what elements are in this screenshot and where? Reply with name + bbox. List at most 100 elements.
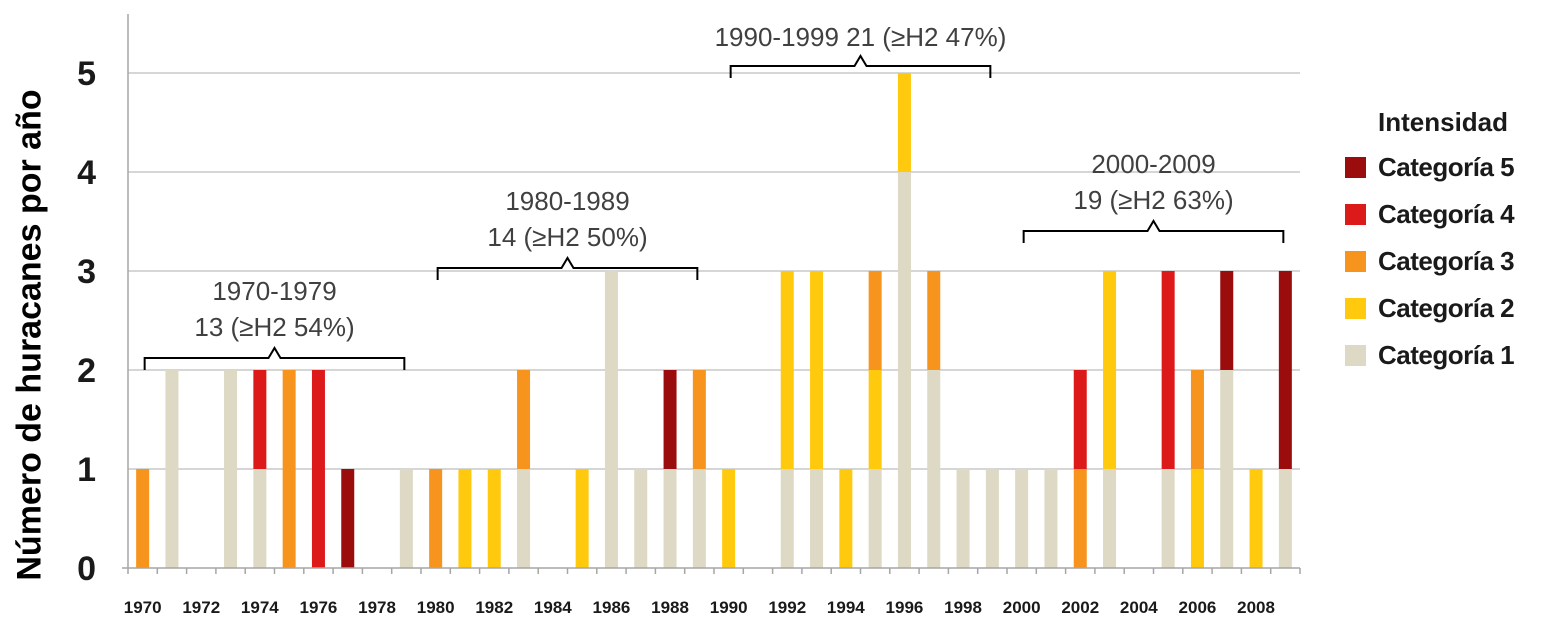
legend-swatch-cat5 xyxy=(1345,157,1366,178)
legend-swatch-cat3 xyxy=(1345,251,1366,272)
y-axis-label: Número de huracanes por año xyxy=(10,89,49,581)
x-tick-label-2002: 2002 xyxy=(1061,598,1099,617)
legend-title: Intensidad xyxy=(1378,107,1509,137)
x-tick-label-1996: 1996 xyxy=(886,598,924,617)
decade-annotation-value-1970: 13 (≥H2 54%) xyxy=(194,312,354,342)
x-tick-label-1980: 1980 xyxy=(417,598,455,617)
bar-1989-cat1 xyxy=(692,469,706,568)
x-tick-label-1982: 1982 xyxy=(475,598,513,617)
bar-2009-cat5 xyxy=(1278,271,1292,469)
decade-annotation-title-2000: 2000-2009 xyxy=(1091,149,1215,179)
x-tick-label-1972: 1972 xyxy=(182,598,220,617)
bar-1993-cat1 xyxy=(810,469,824,568)
bar-2007-cat5 xyxy=(1220,271,1234,370)
bar-1995-cat2 xyxy=(868,370,882,469)
legend-label-cat2: Categoría 2 xyxy=(1378,293,1515,323)
y-tick-label-1: 1 xyxy=(77,451,96,489)
x-tick-label-1974: 1974 xyxy=(241,598,279,617)
bar-1979-cat1 xyxy=(399,469,413,568)
y-tick-label-3: 3 xyxy=(77,253,96,291)
bar-2002-cat3 xyxy=(1073,469,1087,568)
bar-1986-cat1 xyxy=(604,271,618,568)
bar-1980-cat3 xyxy=(429,469,443,568)
bar-1985-cat2 xyxy=(575,469,589,568)
legend-item-cat3: Categoría 3 xyxy=(1345,238,1540,285)
bar-1989-cat3 xyxy=(692,370,706,469)
bar-2008-cat2 xyxy=(1249,469,1263,568)
bar-1998-cat1 xyxy=(956,469,970,568)
bar-1999-cat1 xyxy=(985,469,999,568)
bar-1990-cat2 xyxy=(722,469,736,568)
decade-brace-1970 xyxy=(143,346,406,370)
legend-swatch-cat2 xyxy=(1345,298,1366,319)
y-tick-label-4: 4 xyxy=(77,154,96,192)
bar-2005-cat4 xyxy=(1161,271,1175,469)
bar-1974-cat1 xyxy=(253,469,267,568)
x-tick-label-1994: 1994 xyxy=(827,598,865,617)
x-tick-label-1978: 1978 xyxy=(358,598,396,617)
bar-1996-cat2 xyxy=(897,73,911,172)
decade-brace-1980 xyxy=(436,256,699,280)
decade-brace-2000 xyxy=(1022,219,1285,243)
bar-1995-cat3 xyxy=(868,271,882,370)
legend: Intensidad Categoría 5 Categoría 4 Categ… xyxy=(1345,100,1540,379)
decade-annotation-title-1990: 1990-1999 21 (≥H2 47%) xyxy=(715,22,1007,52)
legend-swatch-cat1 xyxy=(1345,345,1366,366)
x-tick-label-1984: 1984 xyxy=(534,598,572,617)
bar-1994-cat2 xyxy=(839,469,853,568)
bar-1976-cat4 xyxy=(311,370,325,568)
x-tick-label-1990: 1990 xyxy=(710,598,748,617)
bar-1995-cat1 xyxy=(868,469,882,568)
bar-1992-cat1 xyxy=(780,469,794,568)
bar-2005-cat1 xyxy=(1161,469,1175,568)
decade-annotation-value-1980: 14 (≥H2 50%) xyxy=(487,222,647,252)
x-tick-label-2000: 2000 xyxy=(1003,598,1041,617)
legend-label-cat3: Categoría 3 xyxy=(1378,246,1515,276)
x-tick-label-2004: 2004 xyxy=(1120,598,1158,617)
x-tick-label-2008: 2008 xyxy=(1237,598,1275,617)
bar-2006-cat3 xyxy=(1190,370,1204,469)
bar-1992-cat2 xyxy=(780,271,794,469)
bar-2007-cat1 xyxy=(1220,370,1234,568)
bar-1971-cat1 xyxy=(165,370,179,568)
bar-2003-cat1 xyxy=(1103,469,1117,568)
legend-item-cat1: Categoría 1 xyxy=(1345,332,1540,379)
legend-label-cat5: Categoría 5 xyxy=(1378,152,1515,182)
legend-swatch-cat4 xyxy=(1345,204,1366,225)
y-tick-label-2: 2 xyxy=(77,352,96,390)
x-tick-label-1986: 1986 xyxy=(593,598,631,617)
y-tick-label-5: 5 xyxy=(77,55,96,93)
decade-annotation-title-1970: 1970-1979 xyxy=(212,276,336,306)
bar-1981-cat2 xyxy=(458,469,472,568)
bar-2003-cat2 xyxy=(1103,271,1117,469)
y-axis-label-container: Número de huracanes por año xyxy=(0,0,60,617)
bar-1983-cat1 xyxy=(517,469,531,568)
decade-annotation-title-1980: 1980-1989 xyxy=(505,186,629,216)
bar-1997-cat1 xyxy=(927,370,941,568)
x-tick-label-1970: 1970 xyxy=(124,598,162,617)
bar-1974-cat4 xyxy=(253,370,267,469)
decade-brace-1990 xyxy=(729,54,992,78)
bar-1987-cat1 xyxy=(634,469,648,568)
y-tick-label-0: 0 xyxy=(77,550,96,588)
bar-1996-cat1 xyxy=(897,172,911,568)
bar-1970-cat3 xyxy=(136,469,150,568)
bar-1997-cat3 xyxy=(927,271,941,370)
x-tick-label-1992: 1992 xyxy=(768,598,806,617)
x-tick-label-2006: 2006 xyxy=(1179,598,1217,617)
bar-2000-cat1 xyxy=(1015,469,1029,568)
decade-annotation-value-2000: 19 (≥H2 63%) xyxy=(1073,185,1233,215)
bar-1988-cat1 xyxy=(663,469,677,568)
bar-2009-cat1 xyxy=(1278,469,1292,568)
legend-label-cat4: Categoría 4 xyxy=(1378,199,1515,229)
x-tick-label-1988: 1988 xyxy=(651,598,689,617)
legend-item-cat5: Categoría 5 xyxy=(1345,144,1540,191)
x-tick-label-1976: 1976 xyxy=(300,598,338,617)
bar-2001-cat1 xyxy=(1044,469,1058,568)
bar-2002-cat4 xyxy=(1073,370,1087,469)
bar-1993-cat2 xyxy=(810,271,824,469)
legend-item-cat4: Categoría 4 xyxy=(1345,191,1540,238)
bar-1973-cat1 xyxy=(224,370,238,568)
bar-1988-cat5 xyxy=(663,370,677,469)
